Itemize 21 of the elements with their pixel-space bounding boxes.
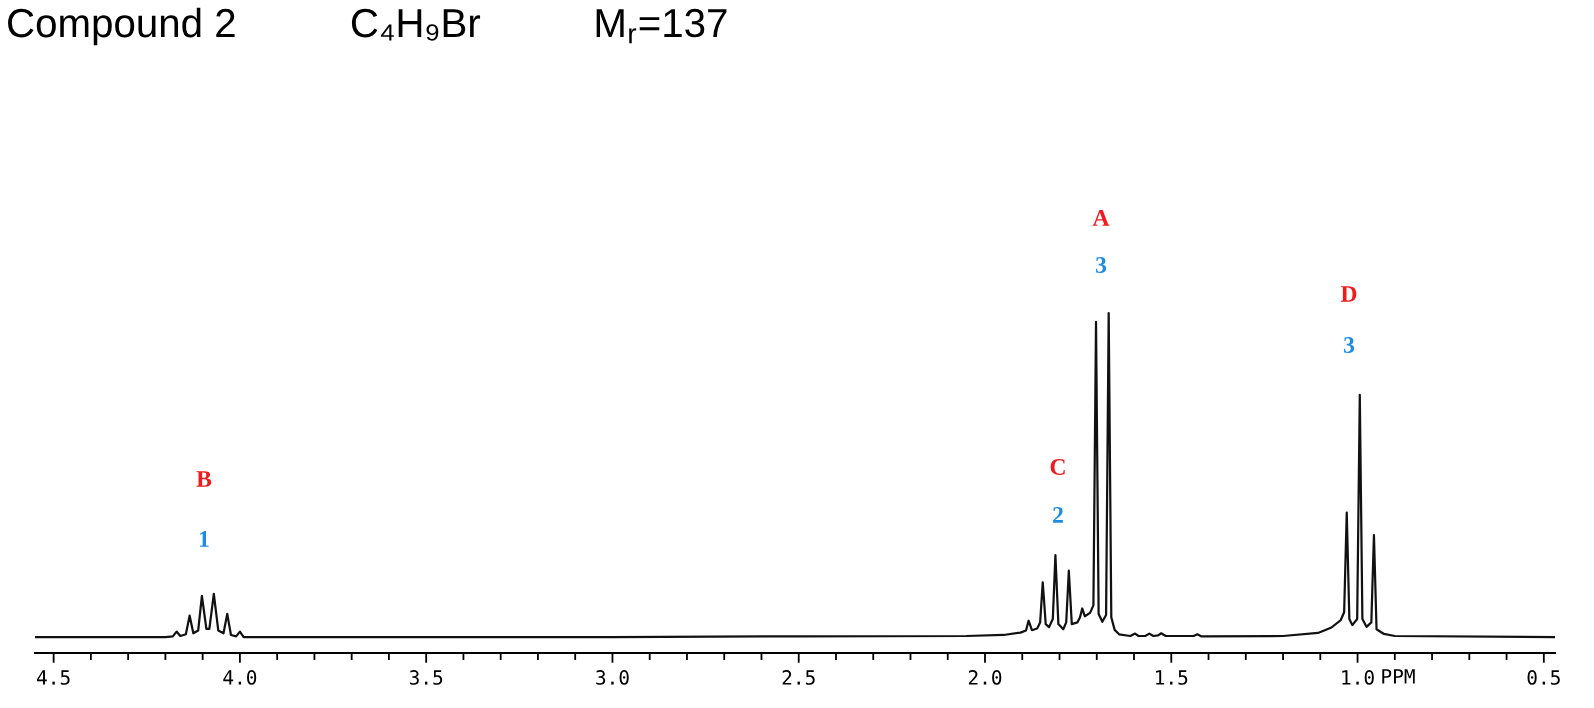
x-tick-label: 3.0 (596, 670, 629, 685)
x-tick-label: 1.5 (1156, 670, 1188, 685)
annotation: 2 (1053, 507, 1063, 523)
x-tick-label: 4.0 (223, 670, 257, 685)
x-tick-label: 0.5 (1527, 670, 1560, 685)
text: C₄H₉Br (351, 8, 481, 41)
x-tick-label: 3.5 (409, 670, 443, 685)
text: 3 (1095, 257, 1107, 273)
text: D (1340, 286, 1357, 302)
annotation: 1 (199, 531, 209, 547)
text: A (1092, 210, 1110, 226)
x-tick-label: 1.0 (1342, 670, 1374, 685)
annotation: B (196, 471, 212, 487)
annotation: 3 (1343, 337, 1355, 353)
x-tick-label: 2.5 (782, 670, 815, 685)
x-tick-label: 4.5 (37, 670, 70, 685)
annotation: C (1050, 459, 1065, 475)
x-axis-title: PPM (1382, 669, 1415, 684)
chart-title: Compound 2 (8, 7, 235, 46)
x-tick-label: 2.0 (968, 670, 1002, 685)
text: M$_{r}$=137 (596, 8, 727, 44)
